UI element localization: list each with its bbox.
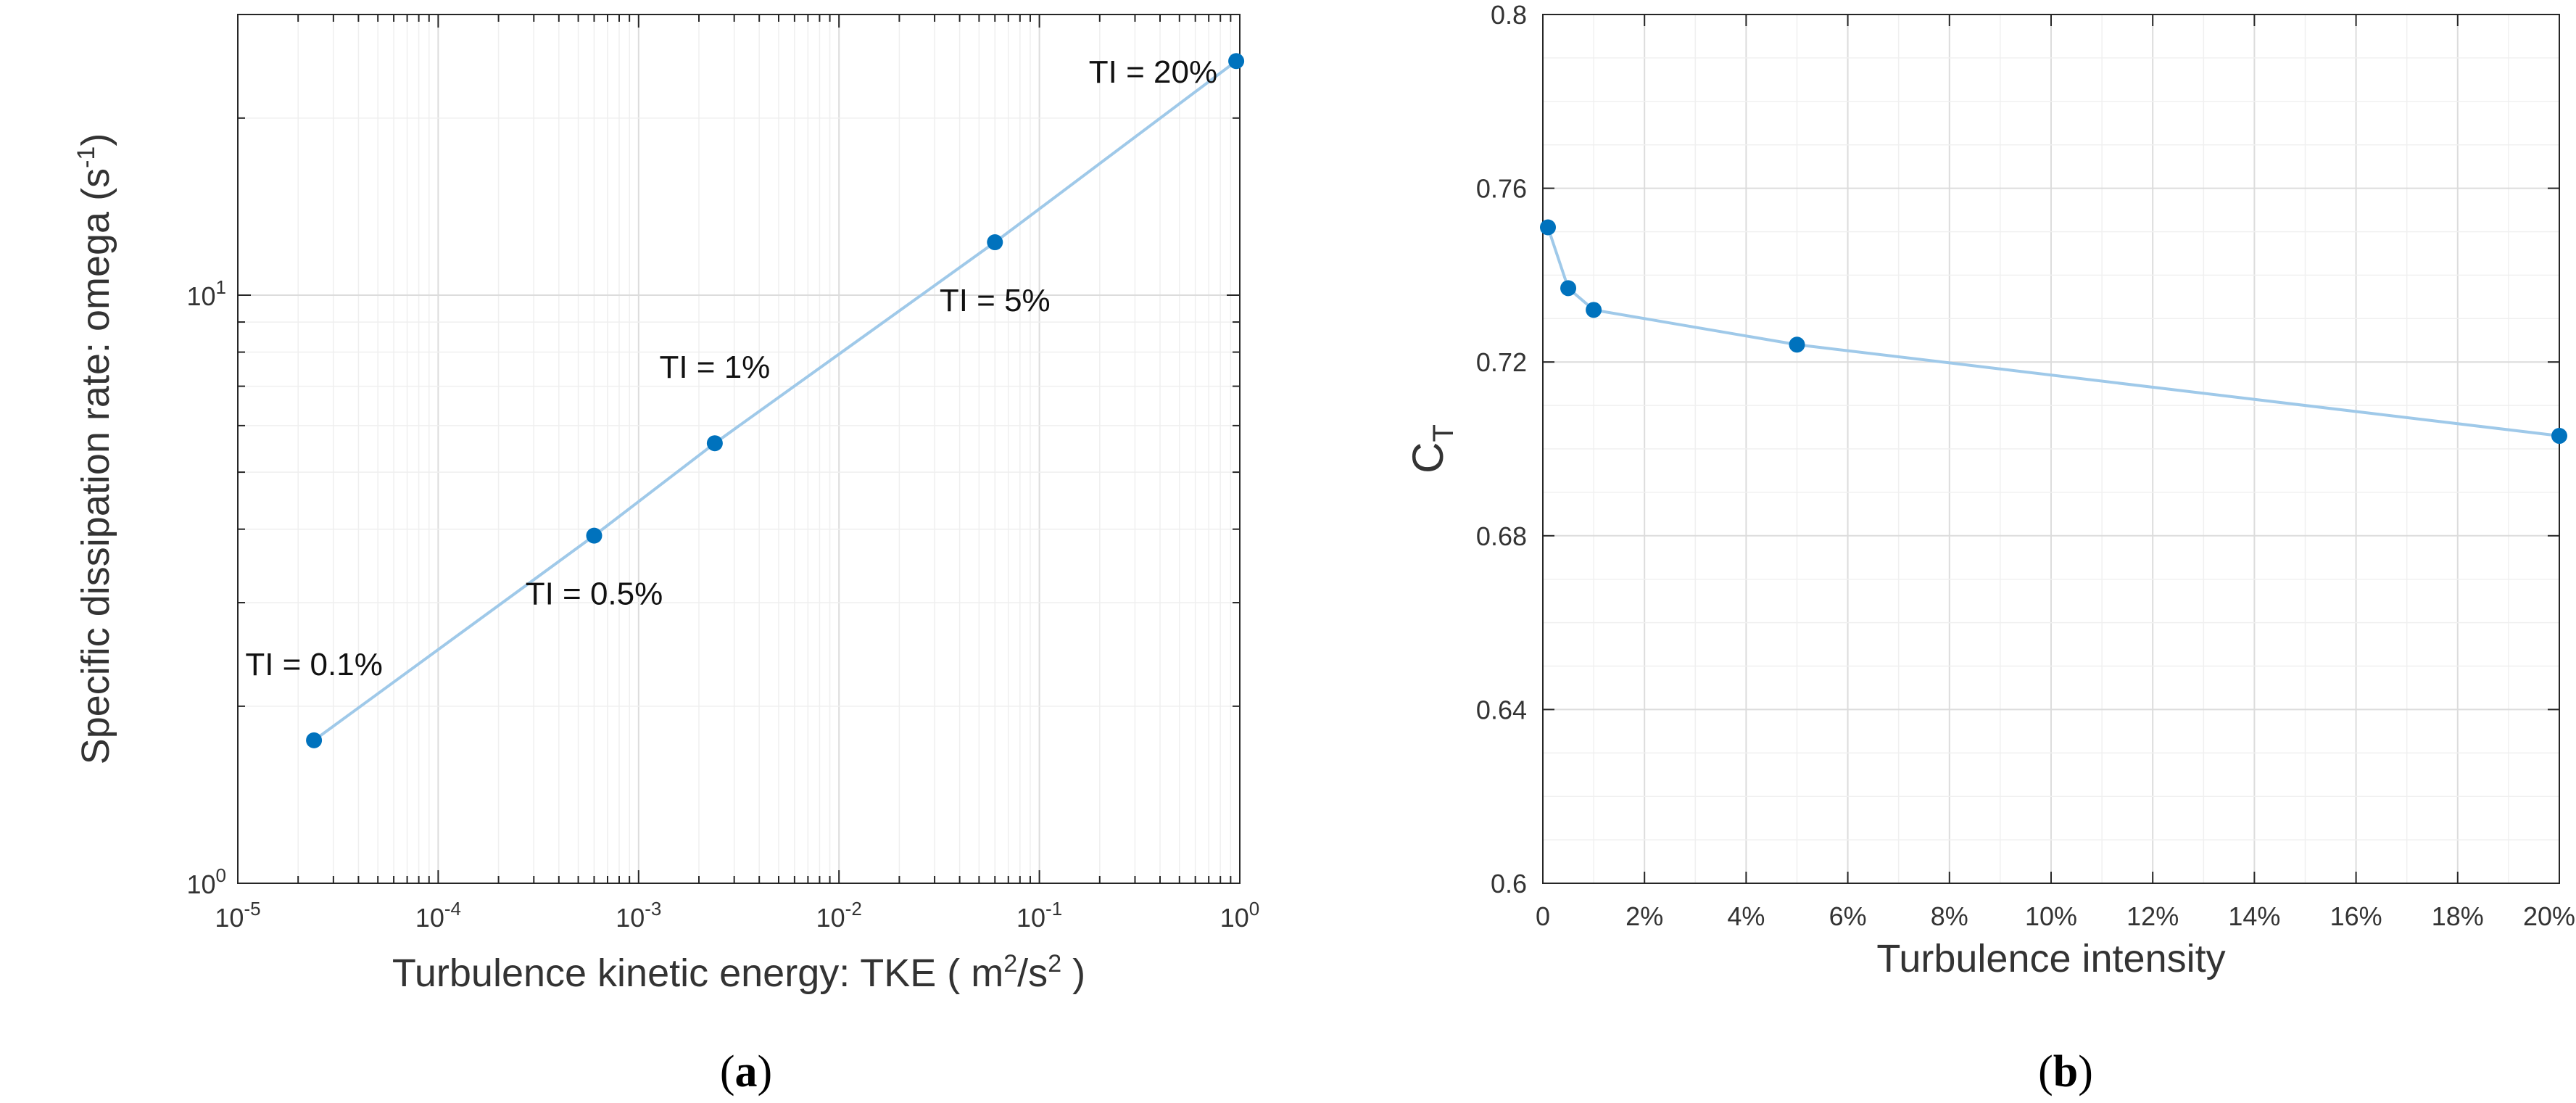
chart-b-y-tick-label: 0.68	[1476, 521, 1527, 551]
chart-b-data-point	[1789, 336, 1805, 353]
chart-a-series	[306, 53, 1245, 748]
chart-b-x-tick-label: 6%	[1829, 901, 1867, 931]
chart-b-x-tick-label: 2%	[1625, 901, 1663, 931]
chart-b-data-point	[1586, 302, 1602, 318]
chart-a-point-label: TI = 0.1%	[245, 647, 383, 682]
chart-b-x-tick-label: 20%	[2523, 901, 2575, 931]
chart-a-data-point	[706, 435, 723, 452]
chart-b-data-point	[1540, 219, 1557, 236]
chart-a-y-tick-label: 100	[186, 864, 226, 899]
chart-a-annotations: TI = 0.1% TI = 0.5% TI = 1% TI = 5% TI = 20%	[245, 54, 1217, 682]
chart-b-y-tick-label: 0.76	[1476, 174, 1527, 204]
chart-b-x-tick-label: 0	[1536, 901, 1550, 931]
chart-b-x-tick-label: 18%	[2432, 901, 2484, 931]
chart-b-x-tick-label: 4%	[1727, 901, 1765, 931]
chart-a-point-label: TI = 20%	[1089, 54, 1217, 90]
chart-a-x-tick-label: 10-2	[816, 898, 862, 933]
chart-a-point-label: TI = 0.5%	[526, 577, 663, 612]
chart-b-y-axis-label: CT	[1404, 424, 1459, 474]
chart-b-grid	[1543, 15, 2559, 883]
chart-a-data-point	[586, 527, 602, 544]
chart-a-data-point	[1228, 53, 1245, 70]
chart-a-y-axis-label: Specific dissipation rate: omega (s-1)	[73, 133, 117, 765]
chart-b-y-tick-label: 0.72	[1476, 347, 1527, 377]
chart-b-y-tick-label: 0.64	[1476, 695, 1527, 724]
chart-a-plot-frame	[237, 14, 1241, 884]
chart-b-ct-vs-ti: 0 2% 4% 6% 8% 10% 12% 14% 16% 18% 20% 0.60.640.680…	[1404, 0, 2575, 1096]
chart-a-x-tick-label: 10-1	[1016, 898, 1062, 933]
chart-a-point-label: TI = 5%	[940, 283, 1051, 318]
chart-a-data-point	[987, 234, 1003, 251]
chart-a-point-label: TI = 1%	[659, 350, 770, 385]
chart-a-y-tick-label: 101	[186, 276, 226, 311]
chart-a-data-point	[306, 732, 323, 748]
chart-a-x-tick-label: 10-3	[616, 898, 661, 933]
chart-b-series	[1540, 219, 2567, 445]
chart-a-omega-vs-tke: 10-5 10-4 10-3 10-2 10-1 100 100 101 TI = 0.1%…	[73, 14, 1259, 1096]
chart-b-y-tick-label: 0.6	[1491, 869, 1527, 898]
chart-b-panel-label: (b)	[2038, 1047, 2093, 1096]
chart-b-data-point	[1560, 280, 1577, 297]
chart-b-y-tick-label: 0.8	[1491, 0, 1527, 30]
chart-b-x-tick-label: 16%	[2330, 901, 2382, 931]
chart-b-x-tick-label: 8%	[1931, 901, 1968, 931]
chart-b-y-ticks: 0.6 0.64 0.68 0.72 0.76 0.8	[1476, 0, 2559, 898]
chart-a-x-axis-label: Turbulence kinetic energy: TKE ( m2/s2 )	[392, 950, 1085, 995]
chart-b-x-tick-label: 10%	[2025, 901, 2077, 931]
chart-a-x-tick-label: 10-5	[215, 898, 260, 933]
chart-a-panel-label: (a)	[720, 1047, 772, 1096]
chart-b-x-axis-label: Turbulence intensity	[1876, 937, 2225, 980]
chart-a-x-tick-label: 100	[1220, 898, 1260, 933]
chart-b-x-tick-label: 14%	[2228, 901, 2280, 931]
chart-a-y-ticks: 100 101	[186, 276, 226, 899]
chart-b-x-ticks: 0 2% 4% 6% 8% 10% 12% 14% 16% 18% 20%	[1536, 15, 2575, 931]
chart-b-data-point	[2551, 428, 2567, 445]
chart-b-x-tick-label: 12%	[2126, 901, 2179, 931]
chart-a-x-tick-label: 10-4	[415, 898, 461, 933]
chart-a-x-ticks: 10-5 10-4 10-3 10-2 10-1 100	[215, 898, 1259, 933]
